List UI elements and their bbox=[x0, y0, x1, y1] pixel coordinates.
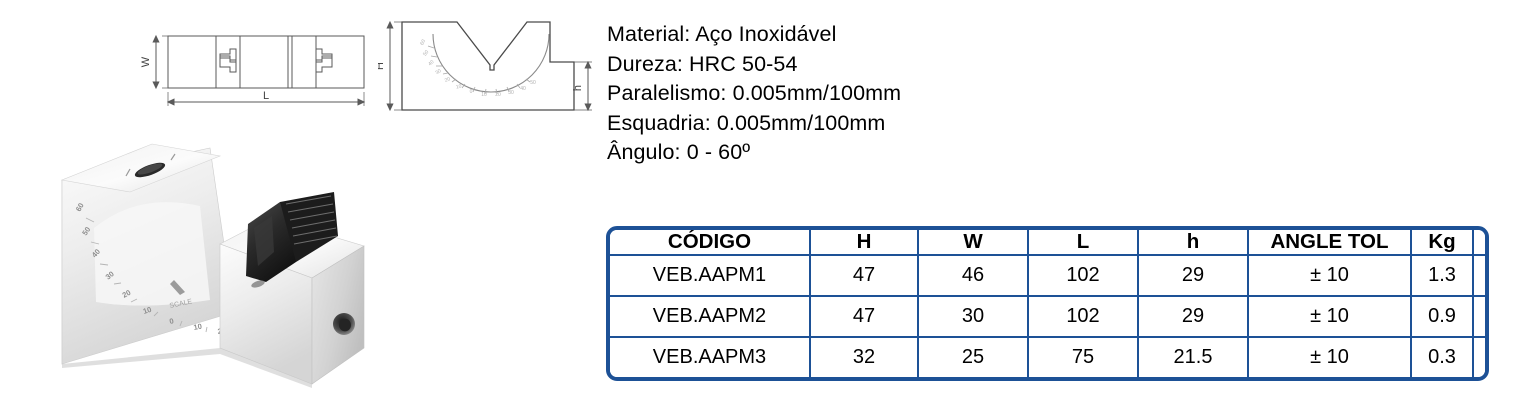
dimension-label-h-small: h bbox=[572, 85, 584, 91]
svg-text:10: 10 bbox=[455, 83, 462, 90]
table-header-l: L bbox=[1027, 230, 1139, 256]
vise-clamp-jaw-serrated bbox=[280, 192, 338, 262]
cell-angle-tol: ± 10 bbox=[1247, 295, 1412, 339]
svg-text:20: 20 bbox=[444, 76, 452, 84]
svg-text:0: 0 bbox=[470, 89, 473, 95]
spec-line-hardness: Dureza: HRC 50-54 bbox=[607, 51, 798, 76]
cell-h: 32 bbox=[809, 336, 919, 377]
cell-l: 75 bbox=[1027, 336, 1139, 377]
dimension-label-l: L bbox=[263, 90, 269, 102]
spec-line-squareness: Esquadria: 0.005mm/100mm bbox=[607, 110, 886, 135]
vise-engraved-brand: SCALE bbox=[169, 298, 193, 310]
cell-l: 102 bbox=[1027, 253, 1139, 298]
table-header-angle-tol: ANGLE TOL bbox=[1247, 230, 1412, 256]
table-row: VEB.AAPM3 32 25 75 21.5 ± 10 0.3 € 204 bbox=[610, 336, 1485, 377]
svg-text:40: 40 bbox=[427, 59, 435, 67]
cell-kg: 0.3 bbox=[1410, 336, 1474, 377]
spec-line-parallelism: Paralelismo: 0.005mm/100mm bbox=[607, 81, 902, 106]
cell-pvp: € 210 bbox=[1472, 295, 1485, 339]
product-photo-angle-vise: 60 50 40 30 20 10 0 10 20 SCALE bbox=[60, 143, 365, 388]
table-header-pvp: PVP € bbox=[1472, 230, 1485, 256]
specification-table: CÓDIGO H W L h ANGLE TOL Kg PVP € VEB.AA… bbox=[610, 230, 1485, 377]
technical-drawing-top-view: W L bbox=[140, 34, 366, 106]
table-header-kg: Kg bbox=[1410, 230, 1474, 256]
svg-text:50: 50 bbox=[530, 80, 536, 86]
table-header-w: W bbox=[917, 230, 1029, 256]
cell-h-small: 29 bbox=[1137, 295, 1249, 339]
cell-pvp: € 204 bbox=[1472, 336, 1485, 377]
cell-codigo: VEB.AAPM2 bbox=[610, 295, 811, 339]
table-row: VEB.AAPM1 47 46 102 29 ± 10 1.3 € 222 bbox=[610, 253, 1485, 298]
cell-kg: 0.9 bbox=[1410, 295, 1474, 339]
technical-drawing-side-view: 60 50 40 30 20 10 0 10 20 30 40 50 H h bbox=[378, 20, 592, 112]
svg-text:30: 30 bbox=[508, 90, 514, 96]
vise-jaw-slot bbox=[251, 280, 265, 288]
cell-angle-tol: ± 10 bbox=[1247, 253, 1412, 298]
svg-text:0: 0 bbox=[169, 316, 175, 326]
cell-angle-tol: ± 10 bbox=[1247, 336, 1412, 377]
dimension-label-w: W bbox=[140, 56, 152, 67]
specification-list: Material: Aço Inoxidável Dureza: HRC 50-… bbox=[607, 20, 1127, 168]
table-header-h-small: h bbox=[1137, 230, 1249, 256]
svg-text:10: 10 bbox=[142, 305, 153, 316]
cell-w: 25 bbox=[917, 336, 1029, 377]
specification-table-container: CÓDIGO H W L h ANGLE TOL Kg PVP € VEB.AA… bbox=[606, 226, 1489, 381]
cell-w: 30 bbox=[917, 295, 1029, 339]
cell-l: 102 bbox=[1027, 295, 1139, 339]
spec-line-material: Material: Aço Inoxidável bbox=[607, 22, 837, 46]
cell-h-small: 21.5 bbox=[1137, 336, 1249, 377]
dimension-label-h-big: H bbox=[378, 62, 386, 70]
vise-front-hole-bore bbox=[339, 318, 351, 332]
cell-kg: 1.3 bbox=[1410, 253, 1474, 298]
vise-top-face bbox=[60, 143, 222, 193]
vise-swing-area bbox=[94, 202, 210, 306]
cell-h-small: 29 bbox=[1137, 253, 1249, 298]
svg-text:10: 10 bbox=[481, 92, 487, 98]
svg-text:50: 50 bbox=[80, 225, 92, 237]
svg-text:20: 20 bbox=[121, 288, 133, 300]
spec-line-angle: Ângulo: 0 - 60º bbox=[607, 140, 751, 165]
table-header-row: CÓDIGO H W L h ANGLE TOL Kg PVP € bbox=[610, 230, 1485, 256]
cell-w: 46 bbox=[917, 253, 1029, 298]
cell-codigo: VEB.AAPM3 bbox=[610, 336, 811, 377]
cell-h: 47 bbox=[809, 295, 919, 339]
svg-text:30: 30 bbox=[435, 68, 443, 76]
svg-text:60: 60 bbox=[419, 38, 427, 46]
svg-text:40: 40 bbox=[520, 86, 526, 92]
vise-index-pointer bbox=[170, 280, 185, 295]
svg-text:20: 20 bbox=[495, 92, 501, 98]
svg-text:50: 50 bbox=[422, 49, 430, 57]
cell-h: 47 bbox=[809, 253, 919, 298]
svg-text:10: 10 bbox=[193, 322, 203, 332]
cell-codigo: VEB.AAPM1 bbox=[610, 253, 811, 298]
cell-pvp: € 222 bbox=[1472, 253, 1485, 298]
svg-text:60: 60 bbox=[74, 201, 86, 213]
table-header-codigo: CÓDIGO bbox=[610, 230, 811, 256]
table-header-h: H bbox=[809, 230, 919, 256]
table-row: VEB.AAPM2 47 30 102 29 ± 10 0.9 € 210 bbox=[610, 295, 1485, 339]
